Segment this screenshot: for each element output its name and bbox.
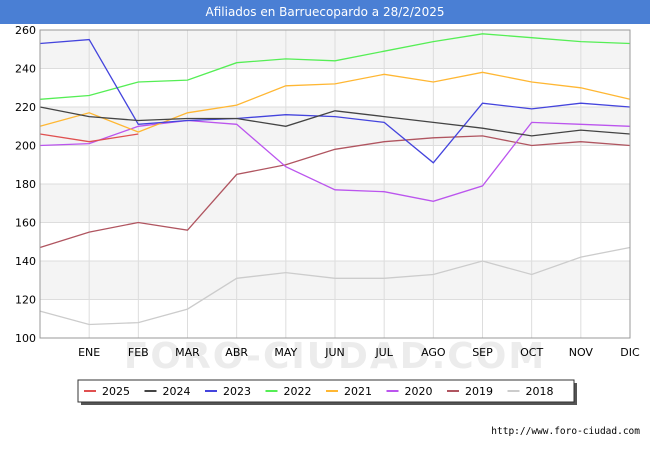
legend: 2025 2024 2023 2022 2021 2020 2019 2018 xyxy=(77,379,577,405)
legend-label-2019: 2019 xyxy=(465,385,493,398)
series-line-2025 xyxy=(39,133,139,143)
x-tick-label: JUL xyxy=(374,346,393,359)
x-axis: ENE FEB MAR ABR MAY JUN JUL AGO SEP OCT NOV DIC xyxy=(78,346,640,359)
series-line-2023 xyxy=(39,38,631,164)
legend-label-2021: 2021 xyxy=(344,385,372,398)
y-tick-label: 100 xyxy=(15,332,36,345)
series-line-2018 xyxy=(39,246,631,326)
y-tick-label: 180 xyxy=(15,178,36,191)
x-tick-label: MAY xyxy=(274,346,297,359)
x-tick-label: FEB xyxy=(128,346,149,359)
series-lines xyxy=(39,33,631,326)
series-line-2021 xyxy=(39,71,631,133)
y-tick-label: 240 xyxy=(15,63,36,76)
y-axis: 100 120 140 160 180 200 220 240 260 xyxy=(15,24,36,345)
y-tick-label: 140 xyxy=(15,255,36,268)
source-url[interactable]: http://www.foro-ciudad.com xyxy=(491,426,640,437)
x-tick-label: NOV xyxy=(569,346,594,359)
series-line-2020 xyxy=(39,119,631,202)
plot-frame xyxy=(39,29,631,339)
series-line-2019 xyxy=(39,135,631,249)
series-line-2022 xyxy=(39,33,631,100)
x-tick-label: ABR xyxy=(225,346,248,359)
legend-label-2023: 2023 xyxy=(223,385,251,398)
x-tick-label: MAR xyxy=(175,346,200,359)
watermark: FORO-CIUDAD.COM xyxy=(124,336,546,377)
series-line-2024 xyxy=(39,106,631,137)
y-tick-label: 160 xyxy=(15,217,36,230)
legend-label-2025: 2025 xyxy=(102,385,130,398)
y-tick-label: 200 xyxy=(15,140,36,153)
x-tick-label: ENE xyxy=(78,346,100,359)
x-tick-label: AGO xyxy=(421,346,446,359)
legend-label-2020: 2020 xyxy=(405,385,433,398)
x-tick-label: OCT xyxy=(520,346,543,359)
y-tick-label: 220 xyxy=(15,101,36,114)
x-tick-label: DIC xyxy=(620,346,640,359)
chart-title: Afiliados en Barruecopardo a 28/2/2025 xyxy=(0,0,650,24)
legend-label-2018: 2018 xyxy=(526,385,554,398)
x-tick-label: SEP xyxy=(472,346,493,359)
legend-label-2022: 2022 xyxy=(284,385,312,398)
x-tick-label: JUN xyxy=(324,346,345,359)
y-tick-label: 260 xyxy=(15,24,36,37)
legend-label-2024: 2024 xyxy=(163,385,191,398)
y-tick-label: 120 xyxy=(15,294,36,307)
